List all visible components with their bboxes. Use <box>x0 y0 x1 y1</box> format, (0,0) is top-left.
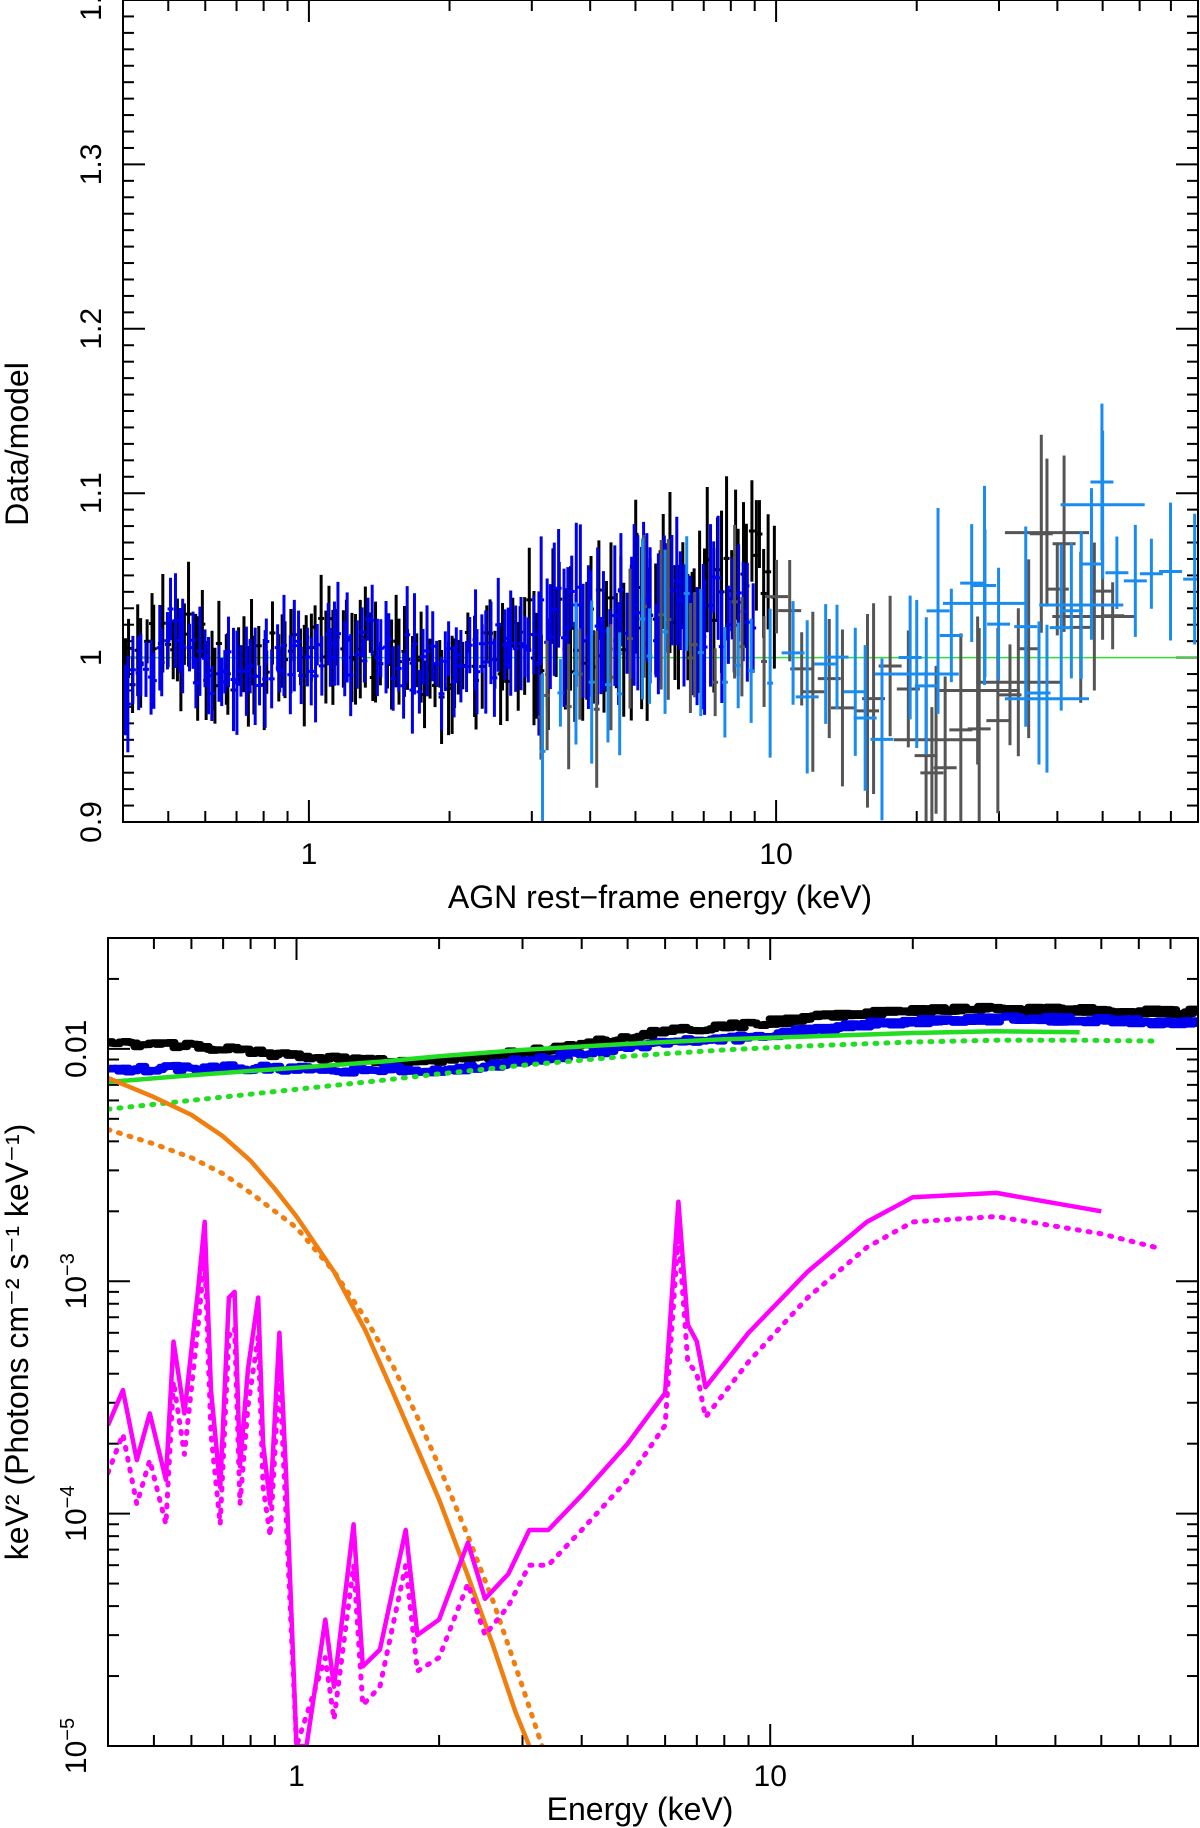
spectrum-y-tick-label: 10−5 <box>57 1718 93 1774</box>
ratio-y-tick-label: 1.2 <box>75 308 108 350</box>
spectrum-series-reflection-magenta-solid <box>108 1190 1102 1746</box>
ratio-axes-frame <box>122 0 1199 823</box>
spectrum-x-tick-label: 1 <box>288 1760 305 1793</box>
spectrum-y-tick-label: 0.01 <box>60 1020 93 1078</box>
spectrum-series-soft-excess-orange-solid <box>108 1075 532 1746</box>
ratio-x-axis-title: AGN rest−frame energy (keV) <box>448 879 872 915</box>
spectrum-x-tick-label: 10 <box>754 1760 787 1793</box>
spectrum-x-axis-title: Energy (keV) <box>547 1791 734 1827</box>
spectrum-y-tick-label: 10−3 <box>57 1253 93 1309</box>
spectrum-curves <box>108 1002 1198 1746</box>
ratio-x-tick-label: 1 <box>301 838 318 871</box>
spectrum-y-tick-label: 10−4 <box>57 1486 93 1542</box>
ratio-panel: 1 10 0.9 1 1.1 1.2 1.3 1.4 AGN rest−frame energ… <box>0 0 1199 915</box>
spectrum-series-data-black <box>108 1002 1198 1068</box>
ratio-y-tick-label: 1.4 <box>75 0 108 21</box>
spectrum-axes-frame <box>107 937 1199 1747</box>
ratio-series-light-blue <box>539 403 1198 822</box>
ratio-plot-area: 1 10 0.9 1 1.1 1.2 1.3 1.4 <box>75 0 1199 871</box>
spectrum-series-model-green-dotted <box>108 1037 1158 1112</box>
spectrum-plot-area: 1 10 10−5 10−4 10−3 0.01 <box>57 937 1199 1793</box>
spectrum-series-soft-excess-orange-dotted <box>108 1127 545 1746</box>
ratio-y-axis-title: Data/model <box>0 362 35 526</box>
ratio-y-tick-label: 1.1 <box>75 472 108 514</box>
ratio-x-tick-label: 10 <box>759 838 792 871</box>
spectrum-series-reflection-magenta-dotted <box>108 1214 1158 1746</box>
spectrum-series-model-green-solid <box>108 1029 1080 1085</box>
ratio-y-tick-label: 1 <box>75 649 108 666</box>
spectrum-panel: 1 10 10−5 10−4 10−3 0.01 Energy (keV) keV² (P… <box>0 937 1199 1827</box>
ratio-y-tick-label: 0.9 <box>75 801 108 843</box>
spectrum-y-axis-title: keV² (Photons cm⁻² s⁻¹ keV⁻¹) <box>0 1124 35 1561</box>
ratio-y-tick-label: 1.3 <box>75 144 108 186</box>
